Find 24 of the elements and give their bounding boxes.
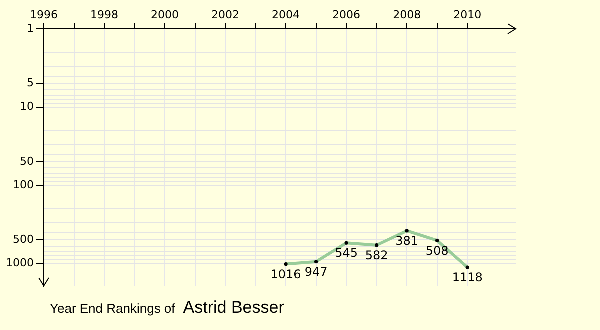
y-tick-label: 100 (12, 178, 34, 192)
y-tick-label: 50 (20, 154, 34, 168)
x-tick-label: 2000 (151, 8, 180, 22)
data-label: 582 (365, 248, 388, 262)
data-label: 1118 (452, 270, 483, 285)
x-tick-label: 2002 (212, 8, 240, 22)
x-tick-label: 1998 (90, 8, 119, 22)
text: Astrid Besser (183, 298, 284, 317)
text: Year End Rankings of (50, 301, 176, 316)
y-tick-label: 500 (12, 233, 34, 246)
data-label: 947 (304, 265, 328, 280)
data-label: 381 (396, 234, 419, 248)
y-tick-label: 5 (26, 76, 34, 90)
x-tick-label: 1996 (30, 8, 58, 22)
data-label: 508 (426, 244, 449, 258)
x-tick-label: 2008 (393, 8, 422, 22)
data-label: 1016 (270, 267, 302, 282)
x-tick-label: 2006 (332, 8, 361, 22)
y-tick-label: 1 (26, 22, 34, 36)
y-tick-label: 1000 (6, 256, 34, 270)
y-tick-label: 10 (20, 100, 34, 114)
x-tick-label: 2004 (272, 8, 300, 22)
x-tick-label: 2010 (454, 8, 482, 22)
data-label: 545 (335, 246, 358, 260)
